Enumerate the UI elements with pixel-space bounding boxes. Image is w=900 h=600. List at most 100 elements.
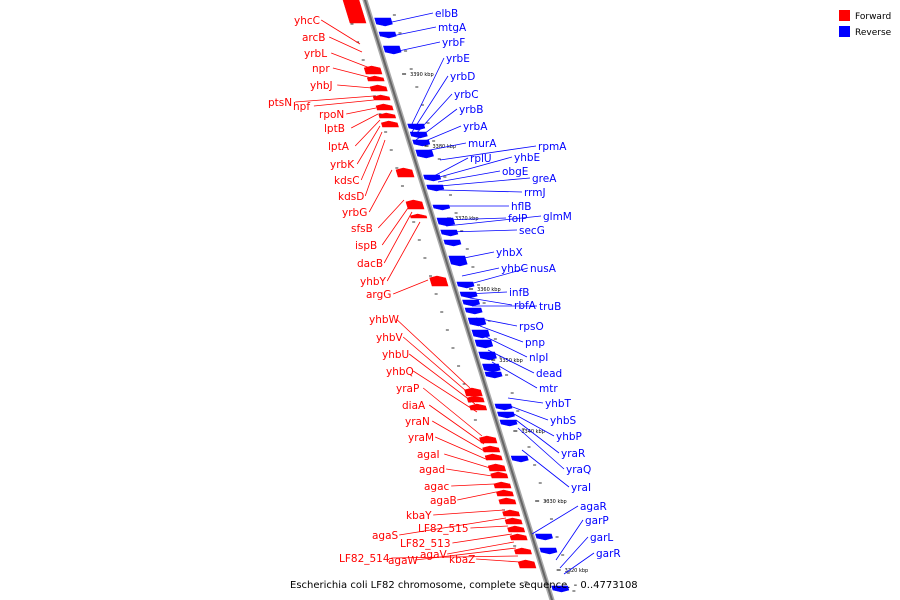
forward-gene-label: rpoN — [319, 109, 344, 121]
forward-gene-label: yrbK — [330, 159, 355, 171]
reverse-gene-leader — [445, 215, 542, 227]
reverse-gene-label: yhbE — [514, 152, 540, 164]
forward-gene-leader — [383, 211, 413, 264]
forward-gene-leader — [451, 483, 495, 487]
reverse-gene-leader — [559, 536, 589, 569]
reverse-gene-leader — [483, 335, 528, 358]
forward-gene-label: ispB — [355, 240, 377, 252]
reverse-gene-leader — [469, 297, 513, 306]
forward-gene-leader — [399, 517, 507, 536]
axis-tick-label: 3360 kbp — [477, 287, 501, 293]
reverse-gene-leader — [437, 170, 501, 183]
gene-block-forward — [375, 103, 394, 111]
reverse-gene-label: garR — [596, 548, 621, 560]
gene-block-forward — [464, 387, 483, 397]
reverse-gene-leader — [439, 189, 523, 193]
forward-gene-label: yhbU — [382, 349, 409, 361]
reverse-gene-label: garL — [590, 532, 613, 544]
forward-gene-label: arcB — [302, 32, 326, 44]
forward-gene-label: lptA — [328, 141, 350, 153]
forward-gene-label: kbaZ — [449, 554, 475, 566]
axis-tick-label: 3340 kbp — [521, 429, 545, 435]
gene-block-reverse — [494, 403, 513, 411]
reverse-gene-leader — [415, 108, 458, 141]
gene-block-forward — [517, 559, 537, 569]
forward-gene-leader — [332, 67, 373, 79]
gene-block-reverse — [462, 299, 481, 307]
forward-gene-leader — [391, 555, 519, 559]
forward-gene-label: yrbG — [342, 207, 367, 219]
gene-block-reverse — [464, 307, 483, 315]
reverse-gene-leader — [515, 419, 560, 454]
reverse-gene-leader — [447, 229, 518, 233]
forward-gene-label: yhbV — [376, 332, 404, 344]
gene-block-forward — [363, 65, 383, 75]
reverse-gene-leader — [419, 142, 467, 153]
reverse-gene-label: yhbP — [556, 431, 582, 443]
reverse-gene-label: secG — [519, 225, 545, 237]
reverse-gene-leader — [531, 505, 579, 535]
forward-gene-label: yhcC — [294, 15, 320, 27]
reverse-gene-label: nusA — [530, 263, 557, 275]
gene-block-forward — [366, 75, 385, 82]
reverse-gene-label: mtgA — [438, 22, 467, 34]
gene-block-reverse — [412, 139, 431, 147]
forward-gene-leader — [346, 107, 377, 115]
forward-gene-label: sfsB — [351, 223, 373, 235]
forward-gene-label: yraN — [405, 416, 430, 428]
forward-gene-leader — [368, 169, 393, 213]
reverse-gene-label: mtr — [539, 383, 558, 395]
forward-gene-leader — [395, 318, 471, 389]
reverse-gene-label: truB — [539, 301, 561, 313]
forward-gene-label: LF82_514 — [339, 553, 390, 565]
reverse-gene-label: rpsO — [519, 321, 544, 333]
forward-gene-label: agaW — [388, 555, 419, 567]
forward-gene-leader — [377, 199, 405, 229]
gene-block-forward — [498, 497, 517, 505]
forward-gene-leader — [415, 547, 517, 561]
forward-gene-leader — [356, 125, 381, 165]
reverse-gene-leader — [409, 57, 445, 129]
reverse-gene-leader — [555, 519, 584, 561]
forward-gene-label: agac — [424, 481, 450, 493]
reverse-gene-label: yraI — [571, 482, 591, 494]
axis-tick-label: 3390 kbp — [410, 72, 434, 78]
reverse-gene-label: yraR — [561, 448, 585, 460]
gene-block-reverse — [456, 281, 475, 289]
forward-gene-leader — [408, 353, 476, 405]
gene-block-reverse — [378, 31, 397, 39]
reverse-gene-leader — [469, 267, 529, 285]
reverse-gene-label: rrmJ — [524, 187, 546, 199]
reverse-gene-label: yrbC — [454, 89, 479, 101]
reverse-gene-label: yraQ — [566, 464, 591, 476]
reverse-gene-label: yhbS — [550, 415, 577, 427]
forward-gene-leader — [402, 336, 473, 397]
gene-block-forward — [504, 517, 523, 525]
gene-block-reverse — [551, 585, 570, 593]
reverse-gene-leader — [439, 177, 531, 187]
forward-gene-leader — [313, 99, 375, 107]
reverse-gene-leader — [411, 75, 449, 133]
gene-block-forward — [493, 481, 512, 489]
reverse-gene-leader — [435, 156, 513, 179]
gene-block-reverse — [510, 455, 529, 463]
forward-gene-leader — [351, 113, 379, 129]
reverse-gene-label: pnp — [525, 337, 545, 349]
gene-block-forward — [409, 213, 428, 219]
gene-block-forward — [487, 463, 507, 472]
reverse-gene-leader — [417, 125, 462, 145]
forward-gene-label: LF82_515 — [418, 523, 469, 535]
forward-gene-leader — [364, 139, 386, 197]
forward-gene-leader — [446, 468, 493, 477]
reverse-gene-leader — [391, 12, 434, 23]
reverse-gene-leader — [461, 267, 500, 277]
forward-gene-label: lptB — [324, 123, 345, 135]
forward-gene-label: yraP — [396, 383, 419, 395]
forward-gene-label: yhbJ — [310, 80, 333, 92]
gene-block-reverse — [443, 239, 462, 247]
forward-gene-label: kbaY — [406, 510, 432, 522]
reverse-gene-leader — [487, 349, 535, 374]
reverse-gene-label: yrbD — [450, 71, 475, 83]
